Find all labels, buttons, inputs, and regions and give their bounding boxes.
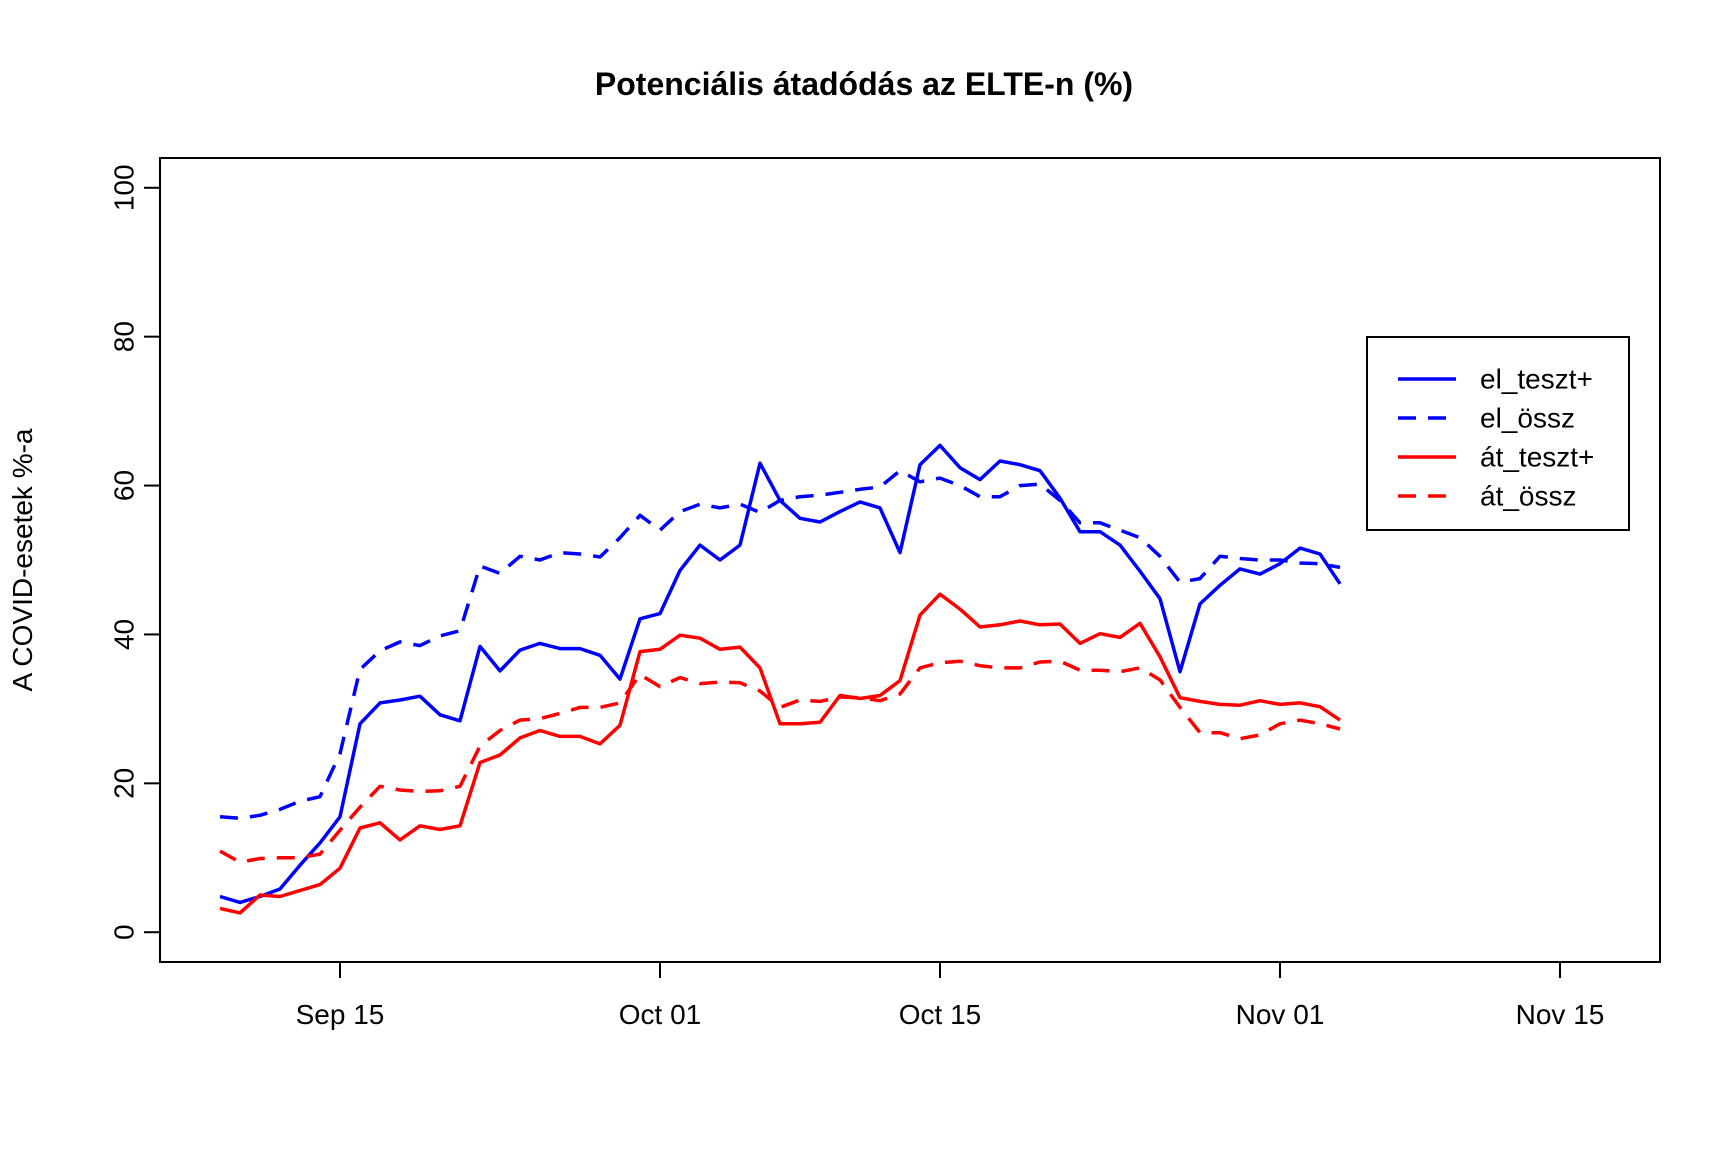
x-tick-label: Nov 01 bbox=[1236, 999, 1325, 1030]
y-tick-label: 0 bbox=[109, 924, 140, 940]
x-tick-label: Oct 15 bbox=[899, 999, 981, 1030]
series-layer bbox=[219, 443, 1342, 915]
legend: el_teszt+ el_össz át_teszt+ át_össz bbox=[1366, 336, 1630, 531]
legend-box bbox=[1366, 336, 1630, 531]
y-tick-label: 20 bbox=[109, 768, 140, 799]
legend-label: át_teszt+ bbox=[1480, 442, 1594, 473]
plot-frame bbox=[159, 157, 1661, 963]
y-tick-label: 100 bbox=[109, 164, 140, 211]
series-line-át_teszt+ bbox=[219, 592, 1341, 915]
x-tick-label: Oct 01 bbox=[619, 999, 701, 1030]
x-tick-label: Sep 15 bbox=[296, 999, 385, 1030]
y-tick-label: 40 bbox=[109, 619, 140, 650]
y-tick-label: 60 bbox=[109, 470, 140, 501]
y-axis: 0 20 40 60 80 100 bbox=[109, 164, 161, 940]
legend-label: el_teszt+ bbox=[1480, 364, 1593, 395]
series-line-el_össz bbox=[219, 468, 1341, 821]
series-line-el_teszt+ bbox=[219, 443, 1342, 905]
x-tick-label: Nov 15 bbox=[1516, 999, 1605, 1030]
chart-title: Potenciális átadódás az ELTE-n (%) bbox=[595, 66, 1133, 102]
x-axis: Sep 15 Oct 01 Oct 15 Nov 01 Nov 15 bbox=[296, 961, 1605, 1030]
y-axis-label: A COVID-esetek %-a bbox=[7, 428, 38, 691]
legend-label: át_össz bbox=[1480, 481, 1577, 512]
legend-label: el_össz bbox=[1480, 403, 1575, 434]
y-tick-label: 80 bbox=[109, 321, 140, 352]
series-line-át_össz bbox=[219, 659, 1341, 864]
